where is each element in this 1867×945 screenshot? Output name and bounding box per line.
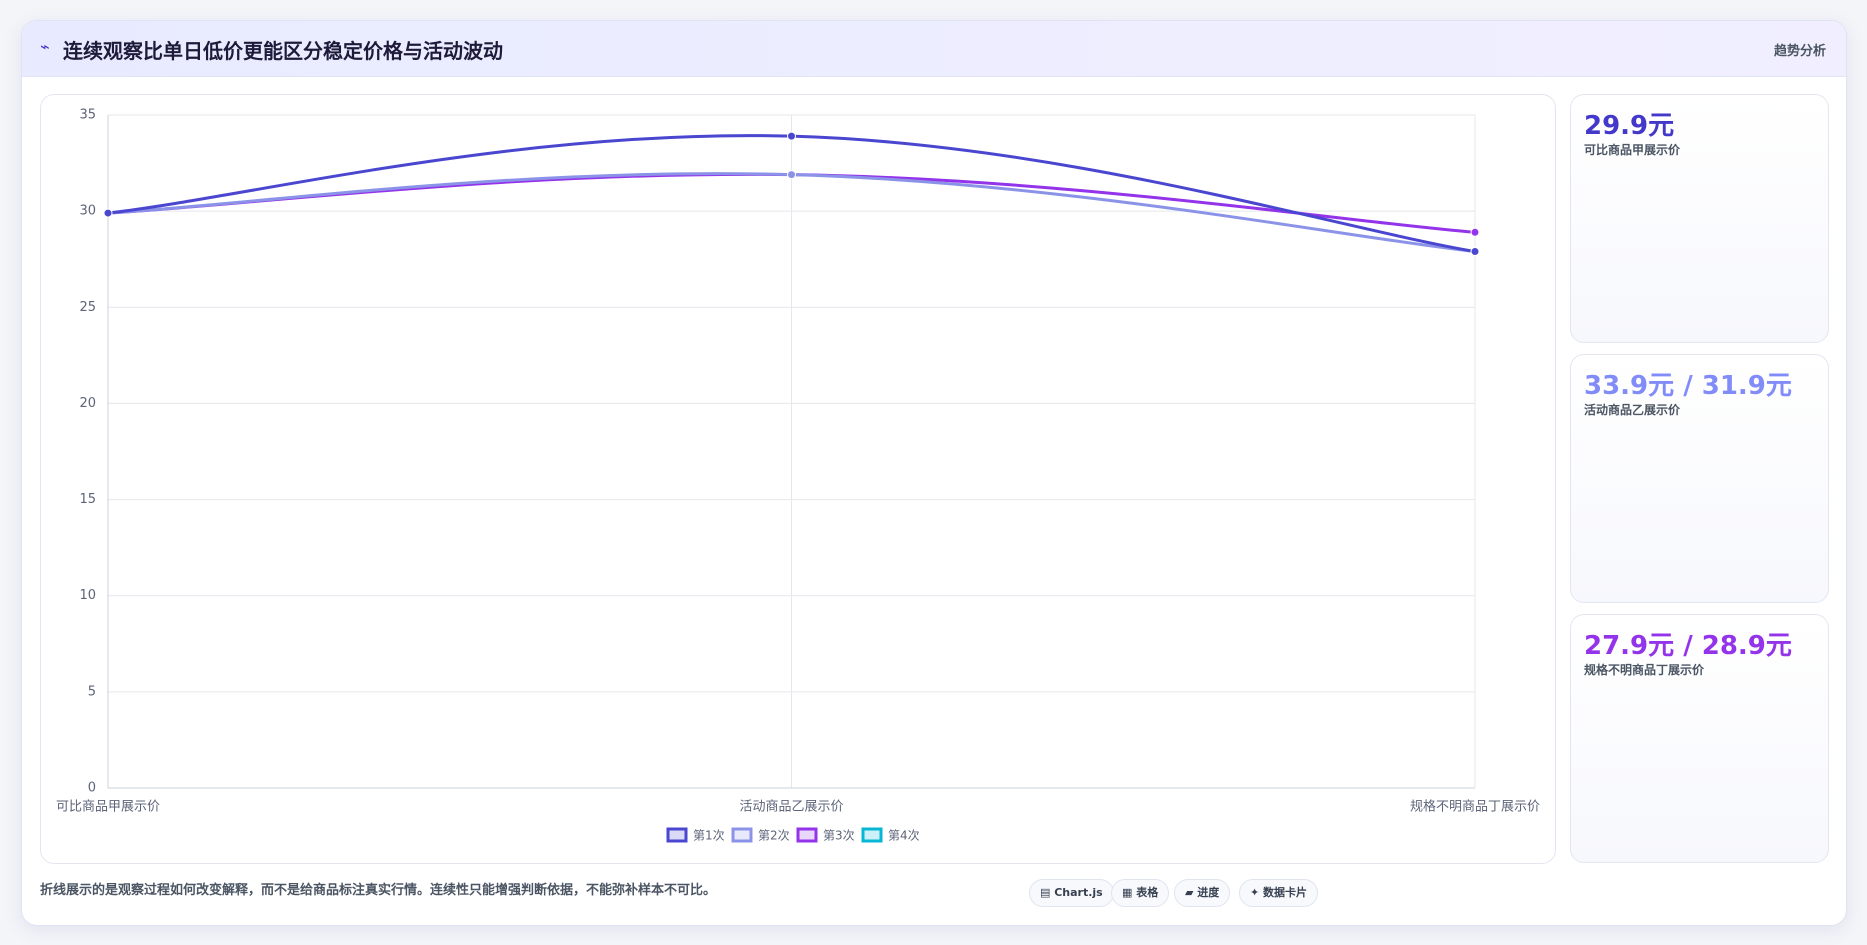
legend-swatch xyxy=(731,827,753,843)
stat-label: 可比商品甲展示价 xyxy=(1584,143,1681,157)
point xyxy=(1470,247,1480,257)
chart-card: 0 5 10 15 20 25 30 35 可比商品甲展示价 活动商品乙展示价 规格不明商品丁展示价… xyxy=(40,94,1556,864)
stat-card: 33.9元 / 31.9元活动商品乙展示价 xyxy=(1570,354,1829,603)
legend-label: 第3次 xyxy=(823,829,855,843)
y-tick-label: 30 xyxy=(79,204,96,219)
y-tick-label: 35 xyxy=(79,108,96,123)
y-tick-label: 20 xyxy=(79,396,96,411)
stat-value: 33.9元 / 31.9元 xyxy=(1584,371,1792,401)
tool-button[interactable]: ▤ Chart.js xyxy=(1029,879,1114,907)
legend-label: 第1次 xyxy=(693,829,725,843)
stat-card: 27.9元 / 28.9元规格不明商品丁展示价 xyxy=(1570,614,1829,863)
footer-note: 折线展示的是观察过程如何改变解释，而不是给商品标注真实行情。连续性只能增强判断依… xyxy=(40,883,717,898)
stat-value: 29.9元 xyxy=(1584,111,1675,141)
chart-title: 连续观察比单日低价更能区分稳定价格与活动波动 xyxy=(63,39,503,63)
x-tick-label: 可比商品甲展示价 xyxy=(56,800,160,815)
legend-swatch xyxy=(861,827,883,843)
stat-label: 活动商品乙展示价 xyxy=(1584,403,1681,417)
stat-card: 29.9元可比商品甲展示价 xyxy=(1570,94,1829,343)
y-tick-label: 0 xyxy=(88,781,96,796)
badge: 趋势分析 xyxy=(1773,44,1826,59)
tool-button[interactable]: ▦ 表格 xyxy=(1111,879,1170,907)
x-tick-label: 活动商品乙展示价 xyxy=(739,800,843,815)
tool-button[interactable]: ▰ 进度 xyxy=(1174,879,1231,907)
point xyxy=(103,208,113,218)
legend-label: 第4次 xyxy=(888,829,920,843)
legend-swatch xyxy=(666,827,688,843)
y-tick-label: 5 xyxy=(88,684,96,699)
y-tick-label: 10 xyxy=(79,588,96,603)
chart: 0 5 10 15 20 25 30 35 可比商品甲展示价 活动商品乙展示价 规格不明商品丁展示价… xyxy=(56,108,1540,843)
title-icon: ⌁ xyxy=(40,37,50,56)
stat-value: 27.9元 / 28.9元 xyxy=(1584,631,1792,661)
legend-swatch xyxy=(796,827,818,843)
point xyxy=(787,131,796,141)
legend-label: 第2次 xyxy=(758,829,790,843)
header: ⌁ 连续观察比单日低价更能区分稳定价格与活动波动 趋势分析 xyxy=(22,21,1846,77)
panel: ⌁ 连续观察比单日低价更能区分稳定价格与活动波动 趋势分析 0 5 10 15 20 25… xyxy=(21,20,1847,926)
point xyxy=(1470,227,1480,237)
y-tick-label: 25 xyxy=(79,300,96,315)
y-tick-label: 15 xyxy=(79,492,96,507)
tool-button[interactable]: ✦ 数据卡片 xyxy=(1239,879,1319,907)
point xyxy=(787,170,796,180)
stat-label: 规格不明商品丁展示价 xyxy=(1584,663,1705,677)
x-tick-label: 规格不明商品丁展示价 xyxy=(1410,799,1540,815)
